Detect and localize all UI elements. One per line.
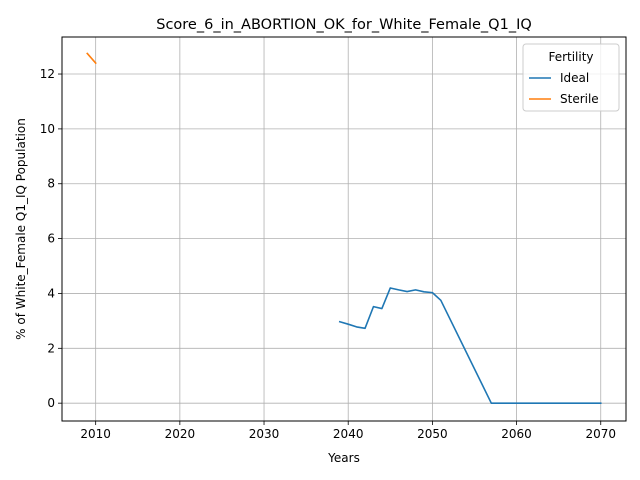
x-tick-label: 2030 — [249, 427, 280, 441]
y-tick-label: 6 — [47, 232, 55, 246]
x-tick-label: 2040 — [333, 427, 364, 441]
y-axis-label: % of White_Female Q1_IQ Population — [14, 118, 28, 340]
x-tick-label: 2010 — [80, 427, 111, 441]
chart-title: Score_6_in_ABORTION_OK_for_White_Female_… — [156, 17, 532, 33]
y-tick-label: 8 — [47, 177, 55, 191]
legend-label: Ideal — [560, 71, 589, 85]
y-tick-label: 0 — [47, 396, 55, 410]
y-tick-label: 4 — [47, 286, 55, 300]
legend-label: Sterile — [560, 92, 599, 106]
legend-title: Fertility — [548, 50, 593, 64]
y-tick-label: 12 — [40, 67, 55, 81]
x-axis-label: Years — [327, 451, 360, 465]
y-tick-label: 10 — [40, 122, 55, 136]
y-tick-label: 2 — [47, 341, 55, 355]
x-tick-label: 2070 — [585, 427, 616, 441]
x-tick-label: 2020 — [165, 427, 196, 441]
legend: Fertility Ideal Sterile — [523, 44, 619, 111]
x-tick-label: 2050 — [417, 427, 448, 441]
x-tick-label: 2060 — [501, 427, 532, 441]
